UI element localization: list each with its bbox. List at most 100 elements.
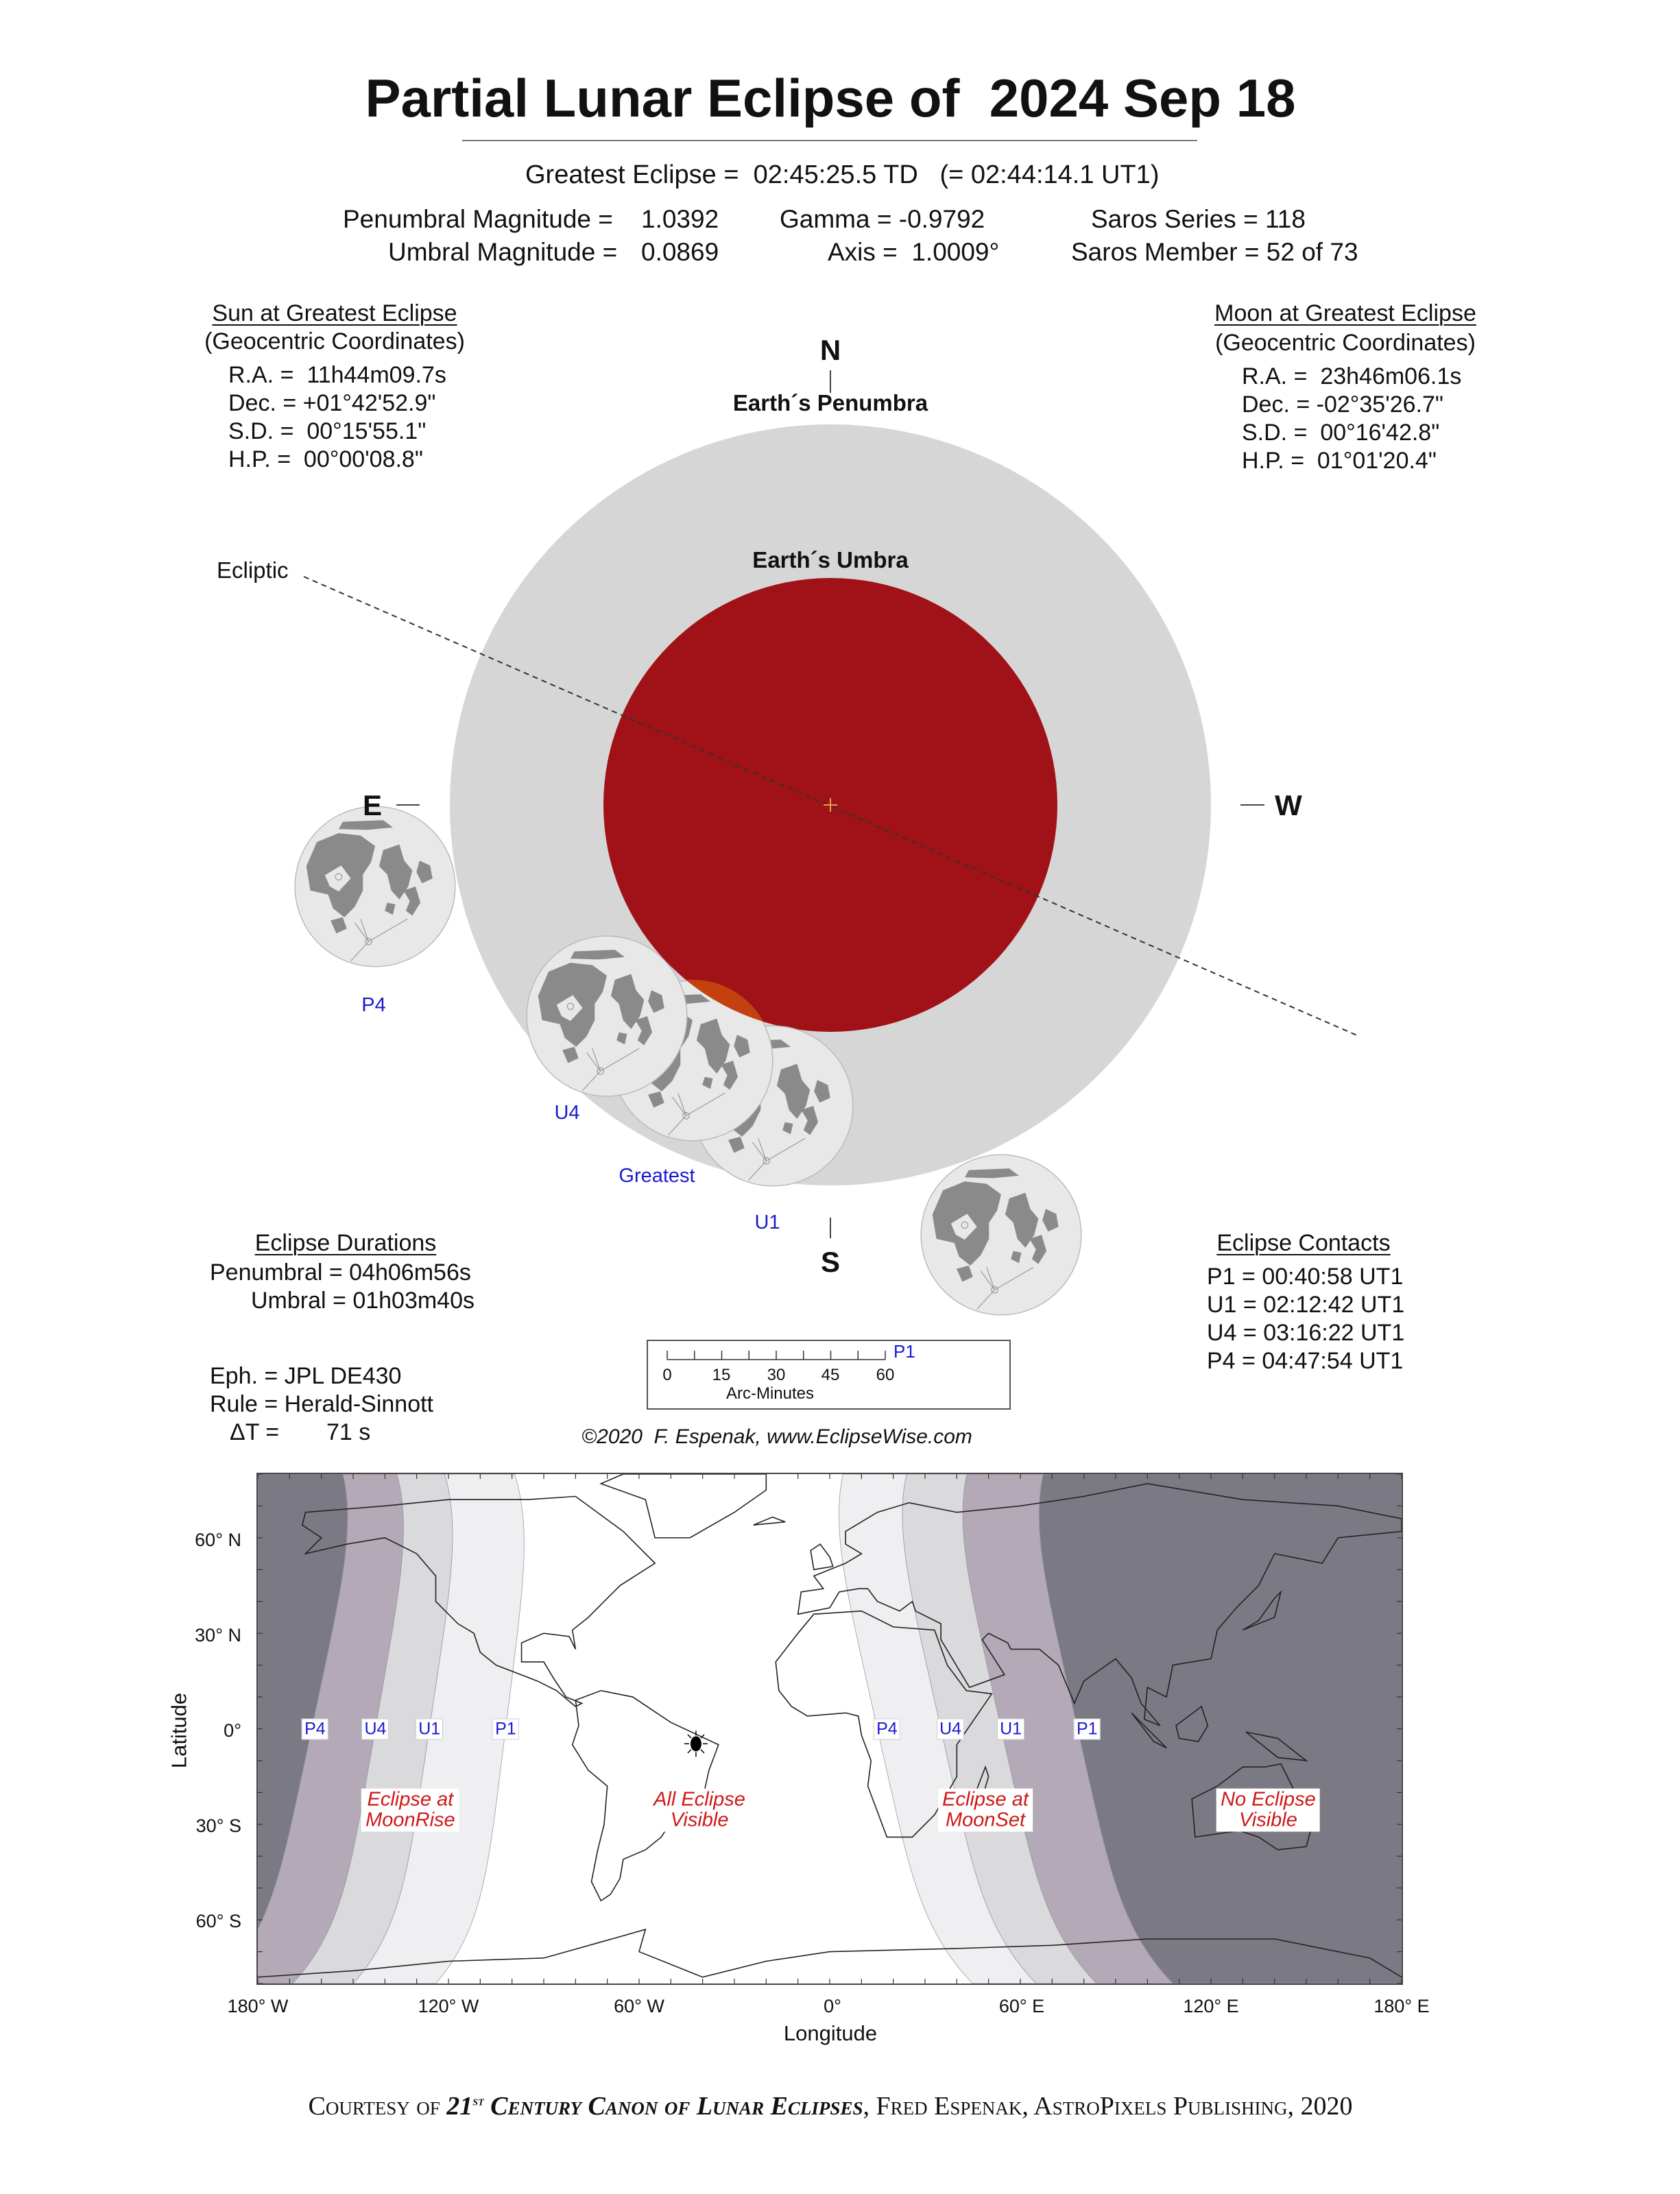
map-contact-p4-east: P4	[874, 1718, 900, 1739]
delta-t-value: 71 s	[326, 1419, 371, 1445]
sun-subheading: (Geocentric Coordinates)	[204, 328, 465, 354]
greatest-eclipse-time: Greatest Eclipse = 02:45:25.5 TD (= 02:4…	[525, 160, 1160, 189]
scale-p1-marker: P1	[893, 1341, 915, 1362]
region-no-eclipse-east	[1038, 1474, 1402, 1984]
map-label-no-eclipse: No Eclipse Visible	[1216, 1788, 1320, 1832]
scale-tick-45: 45	[821, 1366, 840, 1384]
saros-member: Saros Member = 52 of 73	[1071, 238, 1358, 266]
lon-tick-120e: 120° E	[1183, 1996, 1239, 2016]
umbral-duration: Umbral = 01h03m40s	[251, 1288, 475, 1314]
map-label-moonrise: Eclipse at MoonRise	[361, 1788, 459, 1832]
delta-t-label: ΔT =	[230, 1419, 280, 1445]
map-contact-u4-west: U4	[361, 1718, 389, 1739]
coastline-sumatra	[1131, 1712, 1167, 1749]
coastline-japan	[1242, 1590, 1282, 1631]
coastline-iceland	[753, 1516, 786, 1526]
lat-tick-0: 0°	[224, 1720, 241, 1741]
moon-label-greatest: Greatest	[619, 1165, 695, 1187]
title-divider	[462, 140, 1197, 141]
footer-book: Century Canon of Lunar Eclipses	[483, 2092, 863, 2121]
map-label-all-visible: All Eclipse Visible	[649, 1788, 749, 1832]
gamma-value: Gamma = -0.9792	[780, 205, 985, 233]
scale-tick-15: 15	[712, 1366, 731, 1384]
lon-tick-180w: 180° W	[227, 1996, 289, 2016]
ecliptic-label: Ecliptic	[217, 557, 289, 583]
east-label: E	[362, 789, 383, 821]
map-contact-u1-west: U1	[416, 1718, 444, 1739]
moon-sd: S.D. = 00°16'42.8"	[1242, 420, 1440, 446]
moon-dec: Dec. = -02°35'26.7"	[1242, 391, 1443, 418]
scale-tick-60: 60	[876, 1366, 895, 1384]
sun-dec: Dec. = +01°42'52.9"	[228, 390, 436, 416]
scale-tick-0: 0	[662, 1366, 672, 1384]
lat-tick-30s: 30° S	[195, 1816, 241, 1836]
axis-value: Axis = 1.0009°	[828, 238, 1000, 266]
moon-subheading: (Geocentric Coordinates)	[1215, 330, 1476, 356]
map-x-axis-label: Longitude	[783, 2021, 878, 2045]
coastline-new-guinea	[1245, 1731, 1308, 1762]
footer-post: , Fred Espenak, AstroPixels Publishing, …	[863, 2092, 1353, 2121]
scale-unit-label: Arc-Minutes	[725, 1384, 815, 1403]
moon-p1	[920, 1154, 1082, 1316]
lat-tick-60n: 60° N	[195, 1530, 241, 1550]
lon-tick-180e: 180° E	[1373, 1996, 1430, 2016]
contacts-heading: Eclipse Contacts	[1216, 1230, 1391, 1256]
lat-tick-30n: 30° N	[195, 1625, 241, 1646]
lat-tick-60s: 60° S	[195, 1911, 241, 1931]
coastline-antarctica	[258, 1928, 1402, 1978]
scale-bar	[667, 1351, 886, 1360]
contact-u1: U1 = 02:12:42 UT1	[1207, 1292, 1405, 1318]
umbral-magnitude-value: 0.0869	[641, 238, 719, 266]
moon-label-p4: P4	[361, 994, 386, 1016]
map-contact-p1-east: P1	[1074, 1718, 1101, 1739]
footer-pre: Courtesy of	[308, 2092, 447, 2121]
durations-heading: Eclipse Durations	[254, 1230, 437, 1256]
north-label: N	[819, 334, 841, 366]
moon-heading: Moon at Greatest Eclipse	[1214, 300, 1476, 326]
map-y-axis-label: Latitude	[167, 1692, 191, 1769]
map-contact-p4-west: P4	[302, 1718, 328, 1739]
umbral-magnitude-label: Umbral Magnitude =	[388, 238, 618, 266]
ephemeris: Eph. = JPL DE430	[210, 1363, 402, 1389]
penumbra-label: Earth´s Penumbra	[732, 390, 928, 415]
lon-tick-120w: 120° W	[418, 1996, 479, 2016]
scale-tick-30: 30	[767, 1366, 786, 1384]
sun-heading: Sun at Greatest Eclipse	[212, 300, 457, 326]
lon-tick-60w: 60° W	[614, 1996, 664, 2016]
map-contact-p1-west: P1	[492, 1718, 519, 1739]
contact-p1: P1 = 00:40:58 UT1	[1207, 1264, 1404, 1290]
center-cross-icon	[824, 798, 837, 812]
lon-tick-0: 0°	[824, 1996, 841, 2016]
moon-u4	[526, 935, 688, 1097]
lon-tick-60e: 60° E	[998, 1996, 1045, 2016]
contact-p4: P4 = 04:47:54 UT1	[1207, 1348, 1404, 1374]
subpoint-marker-icon	[684, 1731, 708, 1757]
page-title: Partial Lunar Eclipse of 2024 Sep 18	[365, 68, 1296, 128]
coastline-north-america	[301, 1495, 656, 1707]
penumbral-magnitude-value: 1.0392	[641, 205, 719, 233]
coastline-africa	[775, 1610, 993, 1838]
moon-label-u4: U4	[554, 1102, 580, 1124]
moon-label-u1: U1	[754, 1211, 780, 1233]
sun-sd: S.D. = 00°15'55.1"	[228, 418, 427, 444]
coastline-borneo	[1175, 1705, 1209, 1742]
moon-hp: H.P. = 01°01'20.4"	[1242, 448, 1437, 474]
eclipse-diagram	[294, 370, 1359, 1316]
saros-series: Saros Series = 118	[1091, 205, 1306, 233]
south-label: S	[820, 1246, 841, 1278]
west-label: W	[1275, 789, 1302, 821]
map-label-moonset: Eclipse at MoonSet	[938, 1788, 1033, 1832]
footer-book-num: 21	[446, 2092, 473, 2121]
coastline-britain	[810, 1543, 834, 1571]
penumbral-duration: Penumbral = 04h06m56s	[210, 1259, 471, 1286]
visibility-map: P4 U4 U1 P1 P4 U4 U1 P1 Eclipse at MoonRise All E…	[256, 1473, 1403, 1985]
contact-u4: U4 = 03:16:22 UT1	[1207, 1320, 1405, 1346]
footer-book-title: 21st Century Canon of Lunar Eclipses	[446, 2092, 863, 2121]
penumbral-magnitude-label: Penumbral Magnitude =	[343, 205, 613, 233]
copyright: ©2020 F. Espenak, www.EclipseWise.com	[581, 1425, 972, 1448]
sun-ra: R.A. = 11h44m09.7s	[228, 362, 446, 388]
umbra-label: Earth´s Umbra	[752, 547, 909, 572]
footer-credit: Courtesy of 21st Century Canon of Lunar …	[309, 2091, 1353, 2121]
moon-p4	[294, 806, 456, 967]
coastline-south-america	[571, 1689, 719, 1902]
